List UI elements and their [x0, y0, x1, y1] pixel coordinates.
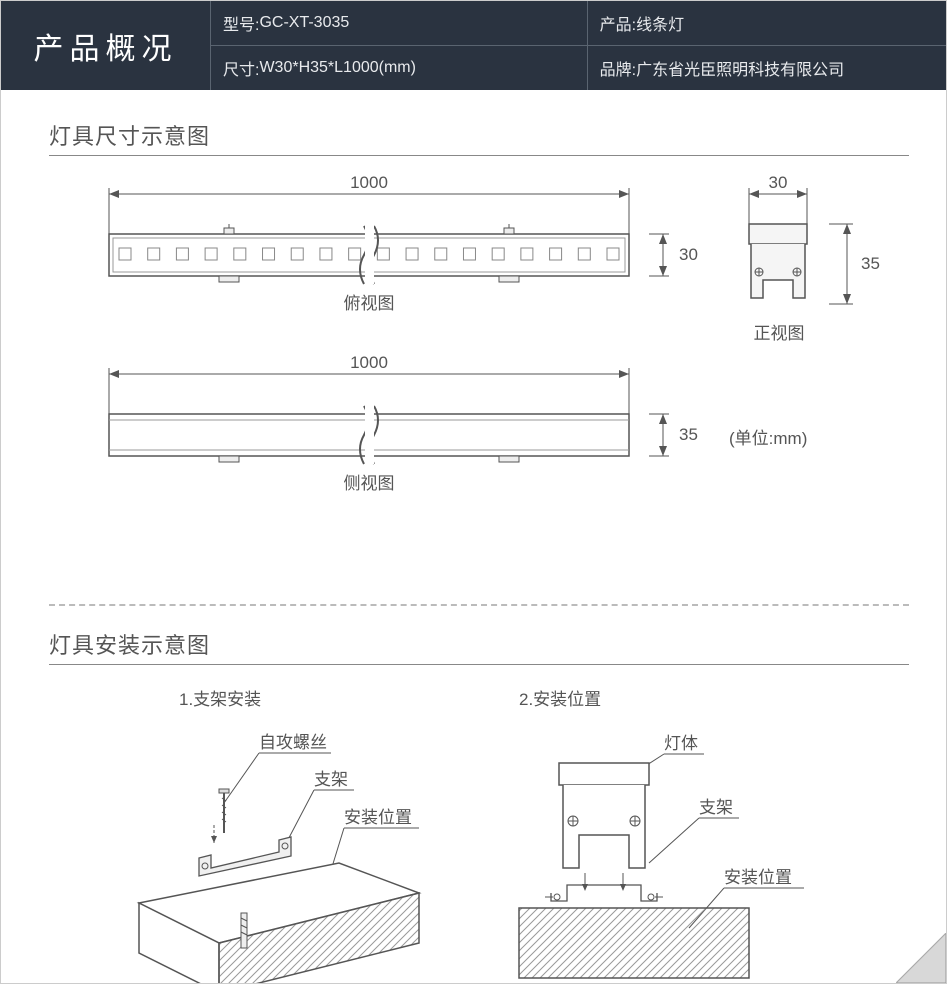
header-bar: 产品概况 型号:GC-XT-3035 产品:线条灯 尺寸:W30*H35*L10… — [1, 1, 946, 91]
model-label: 型号: — [223, 11, 259, 35]
size-label: 尺寸: — [223, 56, 259, 80]
install-svg: 1.支架安装 自攻螺丝 支架 安装位置 — [49, 683, 909, 984]
sideview-label: 侧视图 — [344, 474, 395, 493]
step1-position-label: 安装位置 — [344, 808, 412, 827]
step1-screw-label: 自攻螺丝 — [259, 733, 327, 752]
step1-title: 1.支架安装 — [179, 690, 261, 709]
step1-bracket-label: 支架 — [314, 770, 348, 789]
step2-title: 2.安装位置 — [519, 690, 601, 709]
dimension-svg: 1000 — [49, 174, 909, 594]
product-cell: 产品:线条灯 — [588, 1, 946, 45]
sideview-height: 35 — [679, 425, 698, 444]
brand-cell: 品牌:广东省光臣照明科技有限公司 — [588, 46, 946, 90]
step2-body-label: 灯体 — [664, 734, 698, 753]
sideview-length: 1000 — [350, 353, 388, 372]
dimension-diagram: 1000 — [49, 174, 898, 594]
topview-label: 俯视图 — [344, 294, 395, 313]
page-corner-icon — [896, 933, 946, 983]
header-info-grid: 型号:GC-XT-3035 产品:线条灯 尺寸:W30*H35*L1000(mm… — [211, 1, 946, 90]
step2-position-label: 安装位置 — [724, 868, 792, 887]
frontview-label: 正视图 — [754, 324, 805, 343]
frontview-width: 30 — [769, 174, 788, 192]
header-title: 产品概况 — [1, 1, 211, 90]
brand-value: 广东省光臣照明科技有限公司 — [636, 56, 844, 80]
install-section-title: 灯具安装示意图 — [49, 628, 898, 660]
dim-underline — [49, 155, 909, 156]
brand-label: 品牌: — [600, 56, 636, 80]
product-value: 线条灯 — [636, 11, 684, 35]
install-underline — [49, 664, 909, 665]
frontview-height: 35 — [861, 254, 880, 273]
dim-section-title: 灯具尺寸示意图 — [49, 119, 898, 151]
product-label: 产品: — [600, 11, 636, 35]
topview-height: 30 — [679, 245, 698, 264]
topview-length: 1000 — [350, 174, 388, 192]
model-value: GC-XT-3035 — [259, 14, 349, 32]
step2-bracket-label: 支架 — [699, 798, 733, 817]
install-diagram: 1.支架安装 自攻螺丝 支架 安装位置 — [49, 683, 898, 984]
size-value: W30*H35*L1000(mm) — [259, 59, 416, 77]
unit-label: (单位:mm) — [729, 429, 807, 448]
section-divider — [49, 604, 909, 606]
size-cell: 尺寸:W30*H35*L1000(mm) — [211, 46, 588, 90]
model-cell: 型号:GC-XT-3035 — [211, 1, 588, 45]
